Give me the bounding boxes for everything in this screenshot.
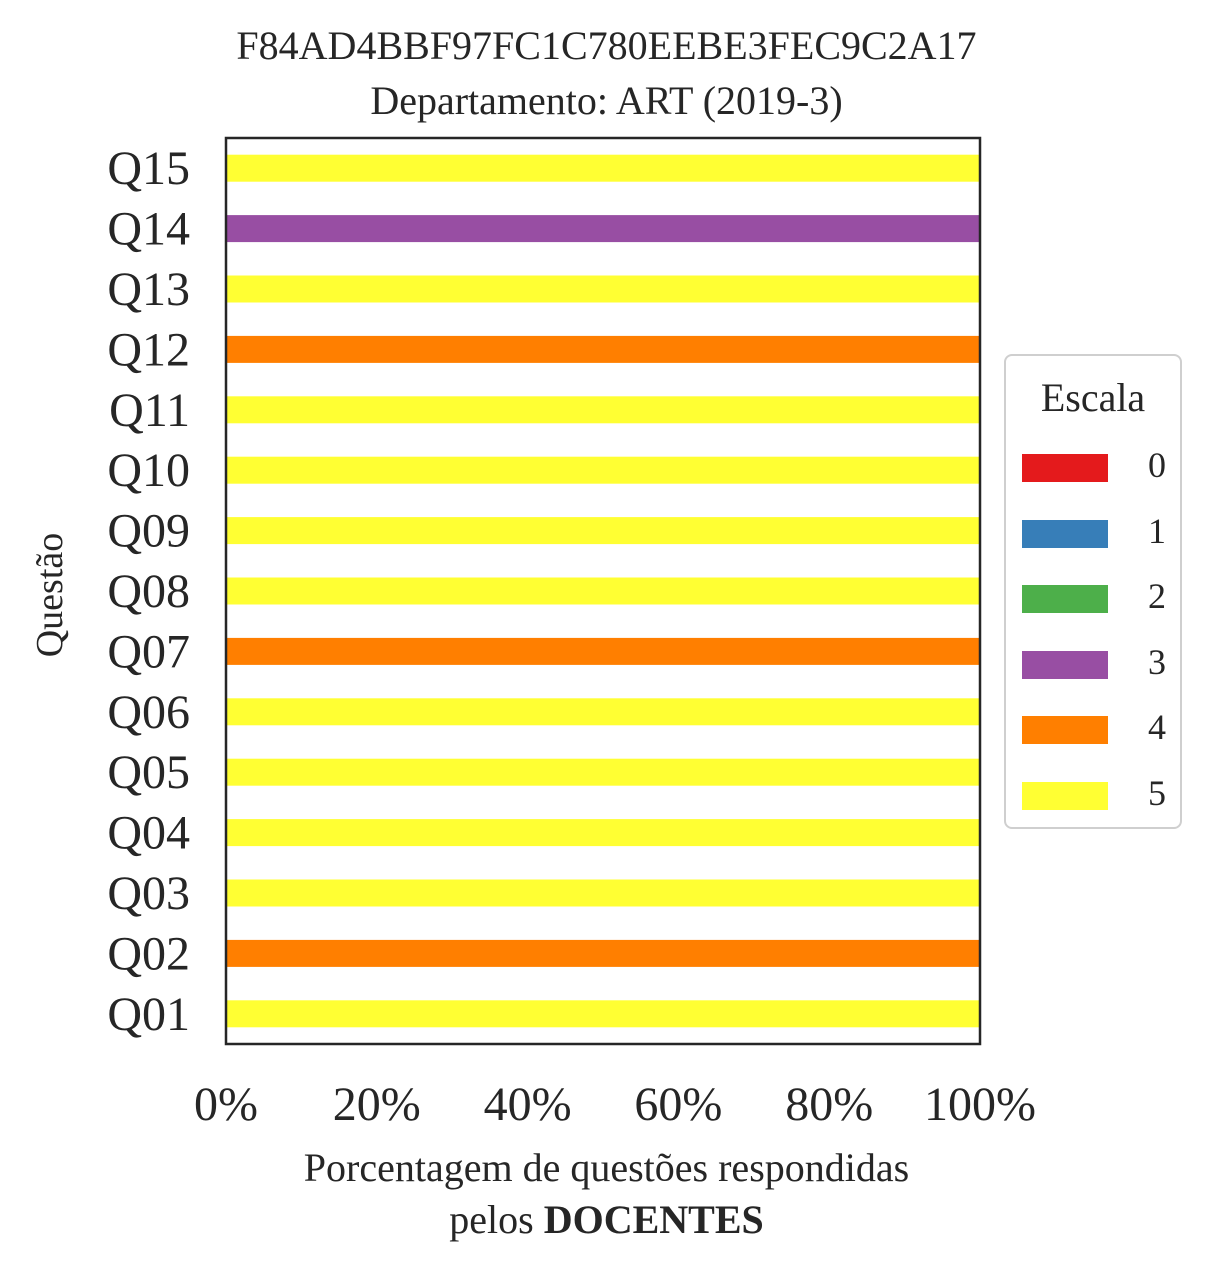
y-tick-label: Q03 bbox=[107, 867, 190, 920]
bar-q07-escala-4 bbox=[226, 637, 980, 665]
legend-item-5: 5 bbox=[1022, 773, 1172, 818]
bars-group bbox=[226, 154, 980, 1028]
legend-label: 3 bbox=[1148, 641, 1166, 682]
legend-label: 2 bbox=[1148, 576, 1166, 616]
legend-item-0: 0 bbox=[1022, 445, 1172, 490]
y-tick-label: Q04 bbox=[107, 807, 190, 860]
x-tick-label: 40% bbox=[484, 1078, 572, 1131]
y-tick-label: Q12 bbox=[107, 323, 190, 376]
bar-q12-escala-4 bbox=[226, 335, 980, 363]
bar-q15-escala-5 bbox=[226, 154, 980, 182]
x-tick-label: 80% bbox=[785, 1078, 873, 1131]
y-tick-label: Q13 bbox=[107, 263, 190, 316]
x-axis-label-prefix: pelos bbox=[449, 1197, 544, 1242]
legend-item-4: 4 bbox=[1022, 707, 1172, 752]
bar-q01-escala-5 bbox=[226, 1000, 980, 1028]
legend-swatch bbox=[1022, 650, 1108, 679]
bar-q03-escala-5 bbox=[226, 879, 980, 907]
y-tick-label: Q02 bbox=[107, 927, 190, 980]
legend-swatch bbox=[1022, 519, 1108, 548]
x-axis-label-line2: pelos DOCENTES bbox=[0, 1198, 1213, 1242]
legend-swatch bbox=[1022, 781, 1108, 810]
legend-title: Escala bbox=[1040, 375, 1146, 420]
y-tick-label: Q09 bbox=[107, 505, 190, 558]
bar-q02-escala-4 bbox=[226, 939, 980, 967]
bar-q06-escala-5 bbox=[226, 698, 980, 726]
y-tick-label: Q10 bbox=[107, 444, 190, 497]
plot-frame bbox=[224, 136, 982, 1046]
y-tick-label: Q01 bbox=[107, 988, 190, 1041]
y-tick-label: Q14 bbox=[107, 203, 190, 256]
legend-swatch bbox=[1022, 716, 1108, 744]
x-tick-labels: 0% 20% 40% 60% 80% 100% bbox=[194, 1078, 1036, 1131]
legend-label: 5 bbox=[1148, 772, 1166, 813]
bar-q10-escala-5 bbox=[226, 456, 980, 484]
legend-label: 1 bbox=[1148, 510, 1166, 551]
y-tick-labels: Q01 Q02 Q03 Q04 Q05 Q06 Q07 Q08 Q09 Q10 Q11 Q12 Q13 Q… bbox=[107, 142, 190, 1041]
legend-item-1: 1 bbox=[1022, 511, 1172, 556]
x-tick-label: 0% bbox=[194, 1078, 258, 1131]
legend-swatch bbox=[1022, 585, 1108, 613]
legend: Escala 0 1 2 3 4 5 bbox=[1004, 354, 1182, 829]
bar-q14-escala-3 bbox=[226, 215, 980, 243]
legend-swatch bbox=[1022, 454, 1108, 482]
legend-label: 0 bbox=[1148, 445, 1166, 485]
x-axis-label-line1: Porcentagem de questões respondidas bbox=[303, 1145, 910, 1190]
y-tick-label: Q06 bbox=[107, 686, 190, 739]
bar-q13-escala-5 bbox=[226, 275, 980, 303]
x-tick-label: 100% bbox=[924, 1078, 1036, 1131]
x-tick-label: 20% bbox=[333, 1078, 421, 1131]
bar-q08-escala-5 bbox=[226, 577, 980, 605]
bar-q04-escala-5 bbox=[226, 819, 980, 847]
legend-item-2: 2 bbox=[1022, 576, 1172, 621]
chart-subtitle: Departamento: ART (2019-3) bbox=[370, 78, 843, 123]
y-tick-label: Q15 bbox=[107, 142, 190, 195]
legend-label: 4 bbox=[1148, 707, 1166, 747]
y-tick-label: Q05 bbox=[107, 746, 190, 799]
legend-item-3: 3 bbox=[1022, 642, 1172, 687]
y-axis-label: Questão bbox=[29, 532, 71, 658]
bar-q09-escala-5 bbox=[226, 517, 980, 545]
chart-title: F84AD4BBF97FC1C780EEBE3FEC9C2A17 bbox=[236, 23, 977, 68]
y-tick-label: Q07 bbox=[107, 625, 190, 678]
x-tick-label: 60% bbox=[634, 1078, 722, 1131]
y-tick-label: Q08 bbox=[107, 565, 190, 618]
y-tick-label: Q11 bbox=[109, 384, 190, 437]
bar-q05-escala-5 bbox=[226, 758, 980, 786]
bar-q11-escala-5 bbox=[226, 396, 980, 424]
x-axis-label-bold: DOCENTES bbox=[543, 1197, 764, 1242]
